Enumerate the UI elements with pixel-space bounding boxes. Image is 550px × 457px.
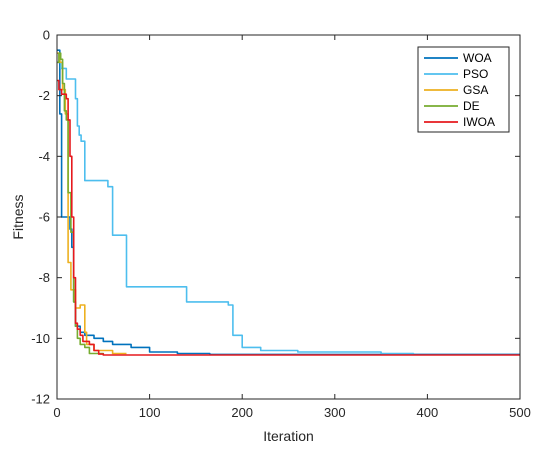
x-tick-label: 400 [417,405,439,420]
y-tick-label: -12 [31,392,50,407]
y-tick-label: -8 [38,270,50,285]
series-line-iwoa [57,79,520,356]
x-tick-label: 200 [231,405,253,420]
x-tick-label: 100 [139,405,161,420]
x-tick-label: 300 [324,405,346,420]
y-tick-label: -4 [38,149,50,164]
legend-label-pso: PSO [463,67,488,81]
y-tick-label: -10 [31,331,50,346]
legend-label-de: DE [463,99,480,113]
series-line-pso [57,61,415,355]
series-line-de [57,52,105,355]
legend: WOA PSO GSA DE IWOA [417,46,510,133]
x-tick-label: 0 [53,405,60,420]
y-tick-label: 0 [43,28,50,43]
legend-label-gsa: GSA [463,83,488,97]
series-layer [57,49,520,356]
legend-label-woa: WOA [463,51,492,65]
y-axis-label: Fitness [10,194,26,239]
x-axis-label: Iteration [263,428,314,444]
ticks-layer: 0 100 200 300 400 500 0 -2 -4 -6 -8 -10 -12 [31,28,531,421]
y-tick-label: -2 [38,88,50,103]
x-tick-label: 500 [509,405,531,420]
legend-label-iwoa: IWOA [463,115,495,129]
y-tick-label: -6 [38,210,50,225]
